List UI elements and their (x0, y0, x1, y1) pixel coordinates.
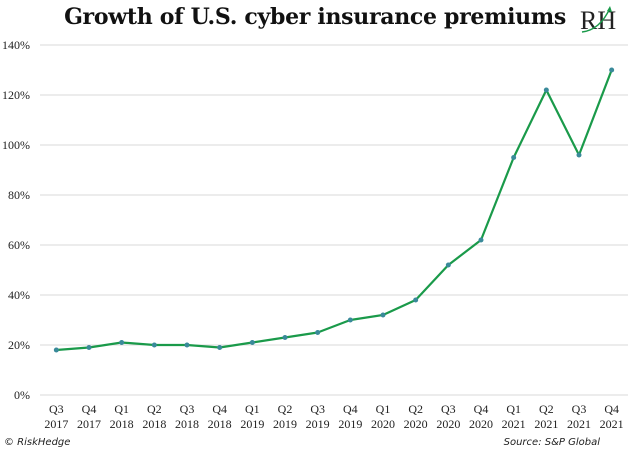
data-point (478, 237, 484, 243)
y-tick-label: 60% (8, 238, 30, 252)
data-point (576, 152, 582, 158)
x-tick-label-year: 2021 (567, 417, 591, 431)
x-tick-label-quarter: Q2 (539, 402, 554, 416)
x-tick-label-year: 2017 (77, 417, 101, 431)
x-tick-label-quarter: Q2 (408, 402, 423, 416)
x-tick-label-quarter: Q3 (572, 402, 587, 416)
x-tick-label-quarter: Q4 (343, 402, 358, 416)
x-tick-label-year: 2019 (273, 417, 297, 431)
y-tick-label: 80% (8, 188, 30, 202)
data-point (151, 342, 157, 348)
data-point (217, 345, 223, 350)
data-point (282, 335, 288, 340)
y-tick-label: 0% (14, 388, 30, 402)
x-tick-label-quarter: Q2 (278, 402, 293, 416)
y-tick-label: 20% (8, 338, 30, 352)
data-point (347, 317, 353, 323)
x-tick-label-year: 2017 (44, 417, 68, 431)
data-point (249, 340, 255, 345)
x-tick-label-quarter: Q3 (49, 402, 64, 416)
x-tick-label-year: 2021 (502, 417, 526, 431)
y-tick-label: 100% (2, 138, 30, 152)
y-tick-label: 140% (2, 38, 30, 52)
x-tick-label-year: 2018 (142, 417, 166, 431)
x-tick-label-quarter: Q1 (506, 402, 521, 416)
riskhedge-logo: RH (580, 6, 616, 34)
data-point (543, 87, 549, 93)
x-tick-label-year: 2021 (534, 417, 558, 431)
x-tick-label-quarter: Q1 (114, 402, 129, 416)
data-point (445, 262, 451, 268)
data-point (86, 345, 92, 350)
x-tick-label-year: 2020 (469, 417, 493, 431)
x-tick-label-year: 2020 (371, 417, 395, 431)
x-tick-label-year: 2019 (240, 417, 264, 431)
x-tick-label-quarter: Q4 (212, 402, 227, 416)
x-tick-label-quarter: Q3 (441, 402, 456, 416)
x-tick-label-year: 2018 (110, 417, 134, 431)
x-tick-label-quarter: Q4 (82, 402, 97, 416)
x-tick-label-year: 2020 (404, 417, 428, 431)
x-tick-label-year: 2021 (600, 417, 624, 431)
x-tick-label-year: 2018 (175, 417, 199, 431)
y-tick-label: 40% (8, 288, 30, 302)
x-tick-label-year: 2019 (338, 417, 362, 431)
x-tick-label-quarter: Q4 (474, 402, 489, 416)
data-point (184, 342, 190, 348)
x-tick-label-quarter: Q3 (310, 402, 325, 416)
x-tick-label-quarter: Q4 (604, 402, 619, 416)
data-point (511, 155, 517, 160)
y-tick-label: 120% (2, 88, 30, 102)
data-point (119, 340, 125, 345)
x-tick-label-quarter: Q1 (245, 402, 260, 416)
data-point (609, 67, 615, 73)
copyright-text: © RiskHedge (4, 437, 71, 448)
data-point (380, 312, 386, 318)
series-line (56, 69, 613, 352)
source-text: Source: S&P Global (503, 437, 600, 448)
x-tick-label-quarter: Q3 (180, 402, 195, 416)
x-tick-label-year: 2018 (208, 417, 232, 431)
data-point (53, 347, 59, 353)
data-point (413, 297, 419, 303)
x-tick-label-quarter: Q1 (376, 402, 391, 416)
x-tick-label-year: 2019 (306, 417, 330, 431)
x-tick-label-year: 2020 (436, 417, 460, 431)
data-point (315, 330, 321, 335)
x-tick-label-quarter: Q2 (147, 402, 162, 416)
chart-title: Growth of U.S. cyber insurance premiums (64, 4, 566, 30)
